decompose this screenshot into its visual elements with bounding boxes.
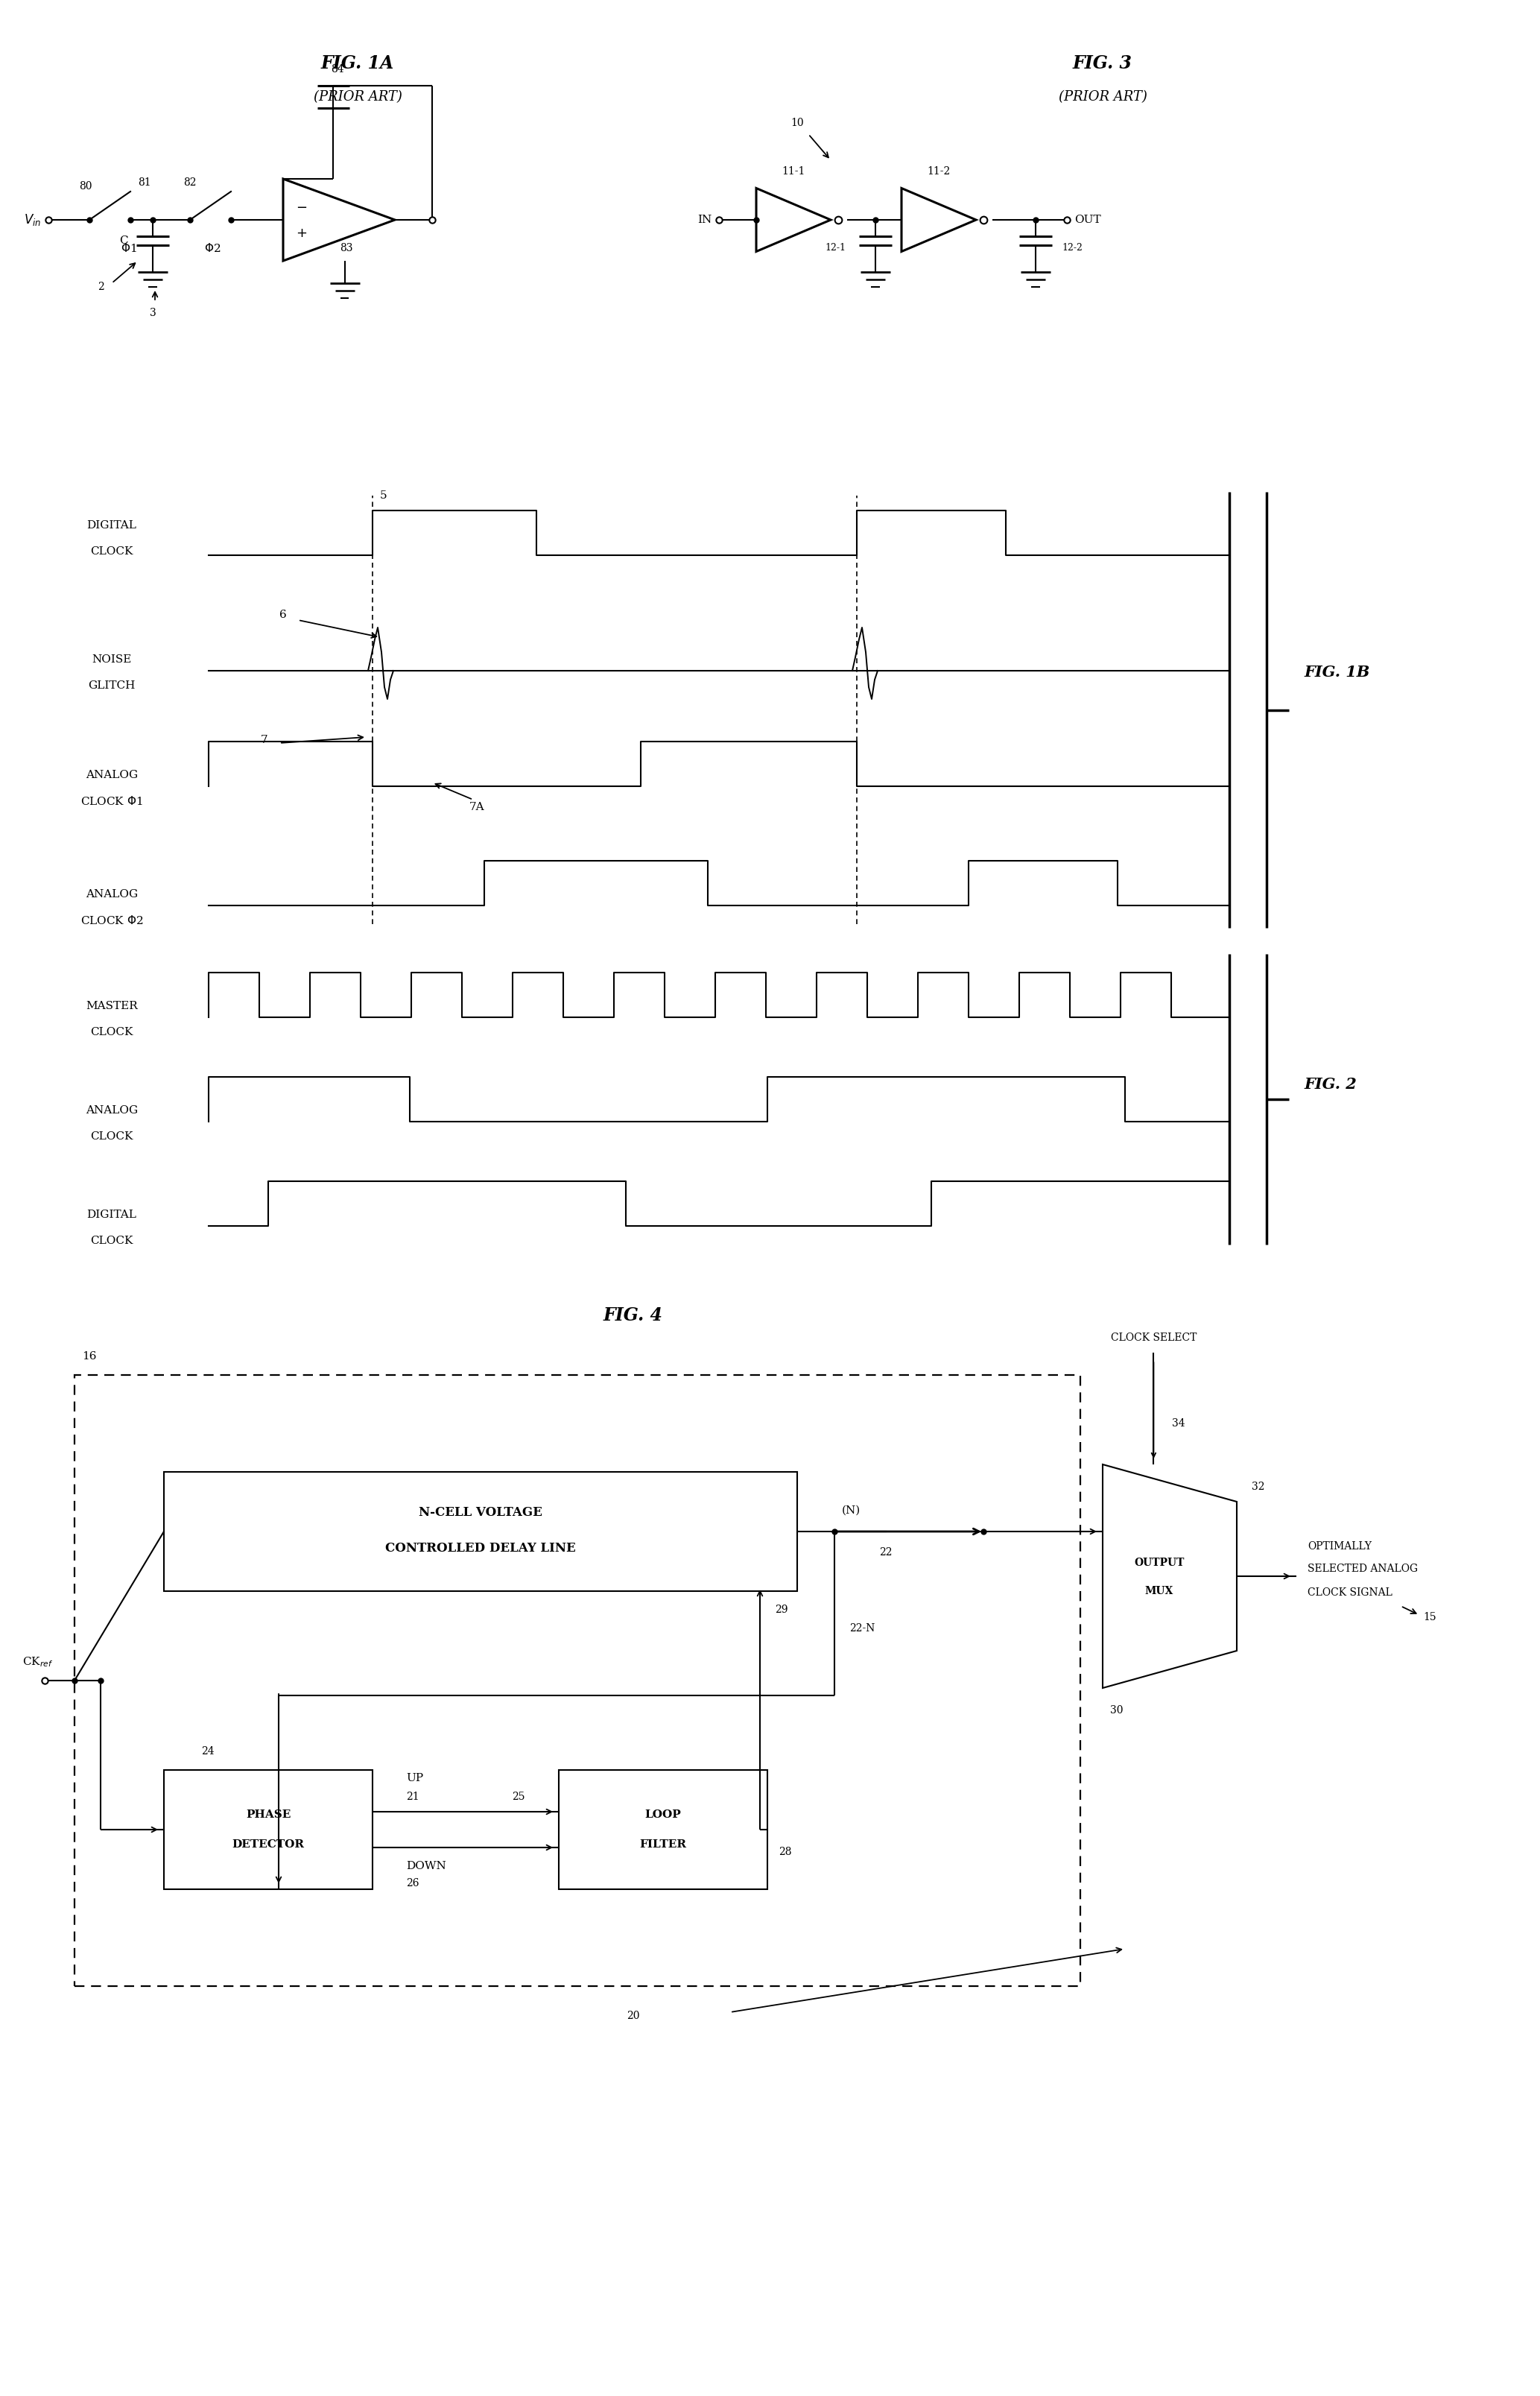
Text: CONTROLLED DELAY LINE: CONTROLLED DELAY LINE: [385, 1541, 576, 1555]
Text: 7: 7: [260, 736, 268, 745]
Text: 34: 34: [1172, 1418, 1186, 1428]
Text: 30: 30: [1110, 1706, 1123, 1716]
Text: 80: 80: [79, 182, 92, 192]
Text: 26: 26: [407, 1878, 419, 1888]
Text: 15: 15: [1423, 1613, 1437, 1622]
Text: FIG. 1A: FIG. 1A: [320, 55, 394, 72]
Text: 11-1: 11-1: [782, 168, 805, 177]
Text: $+$: $+$: [296, 228, 308, 240]
Text: PHASE: PHASE: [246, 1809, 291, 1821]
Text: CLOCK $\Phi$1: CLOCK $\Phi$1: [80, 795, 143, 807]
Text: (PRIOR ART): (PRIOR ART): [1058, 91, 1147, 103]
Text: OPTIMALLY: OPTIMALLY: [1307, 1541, 1372, 1553]
Text: CLOCK: CLOCK: [91, 1236, 132, 1246]
Text: DOWN: DOWN: [407, 1862, 447, 1871]
Text: 5: 5: [380, 491, 387, 501]
Text: 20: 20: [627, 2010, 639, 2022]
Text: CLOCK SIGNAL: CLOCK SIGNAL: [1307, 1589, 1392, 1598]
Text: 22-N: 22-N: [850, 1622, 875, 1634]
Text: 28: 28: [779, 1847, 792, 1857]
Text: 11-2: 11-2: [927, 168, 950, 177]
Text: IN: IN: [698, 216, 711, 225]
Text: FILTER: FILTER: [639, 1840, 687, 1850]
Text: CLOCK: CLOCK: [91, 1131, 132, 1143]
Text: 10: 10: [790, 117, 804, 127]
Text: FIG. 4: FIG. 4: [604, 1306, 664, 1325]
Bar: [559, 1771, 767, 1888]
Bar: [163, 1471, 798, 1591]
Text: 2: 2: [97, 283, 103, 292]
Text: OUTPUT: OUTPUT: [1133, 1557, 1184, 1567]
Text: ANALOG: ANALOG: [86, 769, 139, 781]
Text: UP: UP: [407, 1773, 423, 1783]
Text: 16: 16: [82, 1351, 97, 1361]
Text: 84: 84: [331, 65, 343, 74]
Text: 6: 6: [279, 609, 286, 621]
Text: ANALOG: ANALOG: [86, 1105, 139, 1117]
Bar: [74, 1375, 1080, 1986]
Text: MASTER: MASTER: [86, 1002, 137, 1011]
Text: 22: 22: [879, 1548, 892, 1557]
Text: N-CELL VOLTAGE: N-CELL VOLTAGE: [419, 1507, 542, 1519]
Text: 32: 32: [1252, 1481, 1264, 1493]
Text: 21: 21: [407, 1792, 419, 1802]
Text: LOOP: LOOP: [645, 1809, 681, 1821]
Text: OUT: OUT: [1075, 216, 1101, 225]
Text: (PRIOR ART): (PRIOR ART): [313, 91, 402, 103]
Text: CLOCK: CLOCK: [91, 546, 132, 556]
Text: $V_{in}$: $V_{in}$: [23, 213, 42, 228]
Text: FIG. 3: FIG. 3: [1073, 55, 1132, 72]
Text: (N): (N): [842, 1505, 861, 1517]
Text: CK$_{ref}$: CK$_{ref}$: [23, 1656, 52, 1668]
Text: 24: 24: [202, 1747, 214, 1756]
Text: DETECTOR: DETECTOR: [233, 1840, 305, 1850]
Text: DIGITAL: DIGITAL: [86, 1210, 137, 1220]
Text: 12-2: 12-2: [1061, 244, 1083, 254]
Text: CLOCK $\Phi$2: CLOCK $\Phi$2: [80, 915, 143, 927]
Text: ANALOG: ANALOG: [86, 889, 139, 898]
Text: 83: 83: [340, 242, 353, 254]
Text: FIG. 1B: FIG. 1B: [1304, 666, 1369, 680]
Text: CLOCK SELECT: CLOCK SELECT: [1110, 1332, 1197, 1342]
Text: 29: 29: [775, 1605, 788, 1615]
Text: 7A: 7A: [470, 803, 485, 812]
Text: $-$: $-$: [296, 199, 308, 213]
Text: C: C: [120, 235, 128, 247]
Text: 3: 3: [149, 307, 156, 319]
Text: GLITCH: GLITCH: [88, 680, 136, 690]
Bar: [163, 1771, 373, 1888]
Text: SELECTED ANALOG: SELECTED ANALOG: [1307, 1565, 1418, 1574]
Text: DIGITAL: DIGITAL: [86, 520, 137, 530]
Text: $\Phi$1: $\Phi$1: [120, 242, 137, 254]
Text: $\Phi$2: $\Phi$2: [203, 242, 220, 254]
Text: 25: 25: [513, 1792, 525, 1802]
Text: NOISE: NOISE: [92, 654, 131, 664]
Text: MUX: MUX: [1144, 1586, 1173, 1596]
Text: 12-1: 12-1: [825, 244, 845, 254]
Text: FIG. 2: FIG. 2: [1304, 1076, 1357, 1093]
Text: CLOCK: CLOCK: [91, 1028, 132, 1037]
Text: 81: 81: [139, 177, 151, 187]
Text: 82: 82: [183, 177, 197, 187]
